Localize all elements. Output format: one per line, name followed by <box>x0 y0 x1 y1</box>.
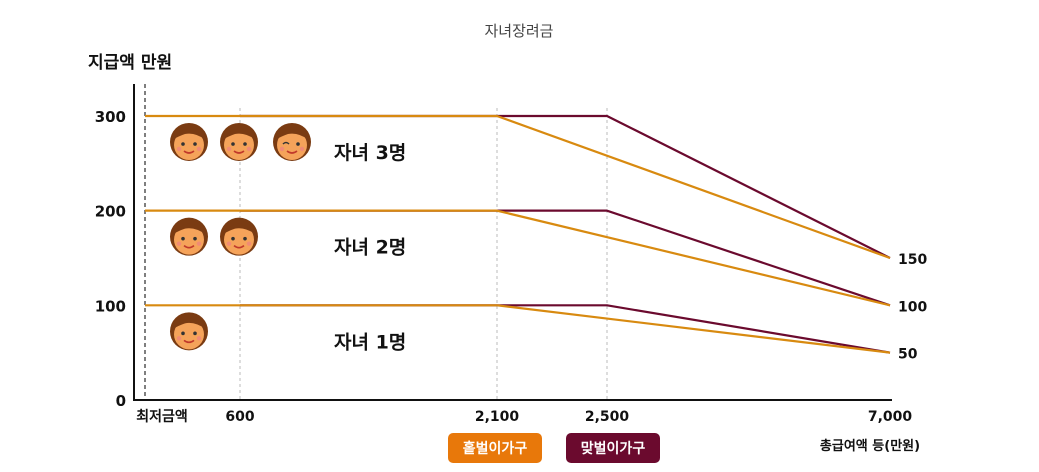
right-value-label: 50 <box>898 347 918 363</box>
children-count-label: 자녀 3명 <box>334 142 406 164</box>
x-axis-label: 총급여액 등(만원) <box>820 438 920 454</box>
y-tick-label: 300 <box>95 108 126 126</box>
child-face-icon <box>170 122 208 161</box>
legend-label: 맞벌이가구 <box>581 440 646 457</box>
child-face-icon <box>220 122 258 161</box>
children-count-label: 자녀 1명 <box>334 331 406 353</box>
x-tick-label: 최저금액 <box>136 408 188 425</box>
x-tick-label: 7,000 <box>868 409 913 425</box>
axes <box>133 84 892 401</box>
y-axis-label: 지급액 만원 <box>88 53 172 73</box>
y-tick-label: 200 <box>95 203 126 221</box>
series-line <box>145 304 891 354</box>
y-tick-label: 100 <box>95 297 126 315</box>
legend-item: 홑벌이가구 <box>448 433 542 463</box>
tick-labels: 0 100 200 300 최저금액 600 2,100 2,500 7,000 150 100 50 <box>95 108 928 425</box>
right-value-label: 100 <box>898 299 927 315</box>
series-lines <box>145 114 891 354</box>
children-count-label: 자녀 2명 <box>334 237 406 259</box>
child-face-icon <box>170 217 208 256</box>
legend-item: 맞벌이가구 <box>566 433 660 463</box>
series-line <box>145 209 891 307</box>
x-tick-label: 600 <box>225 409 254 425</box>
chart-title: 자녀장려금 <box>484 22 553 40</box>
series-line <box>145 114 891 260</box>
x-tick-label: 2,100 <box>475 409 520 425</box>
legend-label: 홑벌이가구 <box>463 440 528 457</box>
child-face-icon <box>273 122 311 161</box>
x-tick-label: 2,500 <box>585 409 630 425</box>
child-icons <box>170 122 311 351</box>
y-tick-label: 0 <box>116 392 126 410</box>
child-face-icon <box>220 217 258 256</box>
child-face-icon <box>170 312 208 351</box>
right-value-label: 150 <box>898 252 927 268</box>
legend: 홑벌이가구 맞벌이가구 <box>448 433 660 463</box>
